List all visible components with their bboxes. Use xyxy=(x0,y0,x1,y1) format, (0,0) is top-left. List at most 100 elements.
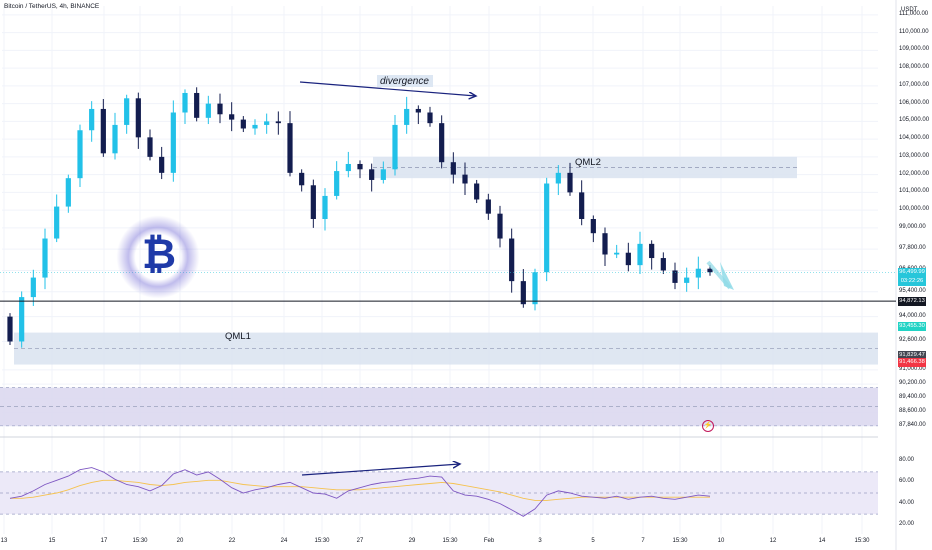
candle-body xyxy=(124,98,130,125)
alert-icon[interactable]: ⚡ xyxy=(702,420,714,432)
rsi-tick-label: 60.00 xyxy=(899,478,915,485)
price-label: 96,499.99 xyxy=(898,268,926,278)
rsi-tick-label: 20.00 xyxy=(899,520,915,527)
y-tick-label: 99,000.00 xyxy=(899,223,926,230)
y-tick-label: 89,400.00 xyxy=(899,394,926,401)
candle-body xyxy=(205,103,211,118)
candle-body xyxy=(567,172,573,193)
candle-body xyxy=(555,172,561,184)
candle-body xyxy=(89,108,95,131)
qml1-annotation: QML1 xyxy=(225,331,251,342)
y-tick-label: 95,400.00 xyxy=(899,287,926,294)
x-tick-label: 5 xyxy=(591,538,595,544)
candle-body xyxy=(182,92,188,113)
candle-body xyxy=(275,121,281,124)
y-tick-label: 100,000.00 xyxy=(899,206,930,213)
candle-body xyxy=(170,112,176,173)
rsi-tick-label: 80.00 xyxy=(899,457,915,464)
rsi-divergence-arrow xyxy=(301,464,460,476)
candles-layer xyxy=(7,87,713,348)
candle-body xyxy=(544,183,550,273)
y-tick-label: 91,000.00 xyxy=(899,365,926,372)
x-tick-label: 10 xyxy=(717,538,725,544)
candle-body xyxy=(310,185,316,219)
candle-body xyxy=(649,243,655,259)
y-tick-label: 108,000.00 xyxy=(899,64,930,71)
candle-body xyxy=(357,163,363,170)
y-tick-label: 104,000.00 xyxy=(899,135,930,142)
candle-body xyxy=(590,219,596,234)
y-tick-label: 90,200.00 xyxy=(899,380,926,387)
candle-body xyxy=(100,108,106,154)
candle-body xyxy=(30,277,36,298)
x-tick-label: 15:30 xyxy=(672,538,688,544)
x-tick-label: 13 xyxy=(0,538,8,544)
candle-body xyxy=(579,192,585,219)
divergence-annotation: divergence xyxy=(380,76,429,87)
price-countdown: 03:22:26 xyxy=(898,277,926,287)
candle-body xyxy=(532,272,538,305)
candle-body xyxy=(159,156,165,173)
candle-body xyxy=(450,162,456,175)
candle-body xyxy=(54,206,60,239)
y-tick-label: 103,000.00 xyxy=(899,152,930,159)
candle-body xyxy=(264,121,270,125)
x-tick-label: Feb xyxy=(483,538,495,544)
price-label: 91,466.38 xyxy=(898,357,926,367)
candle-body xyxy=(520,281,526,305)
candle-body xyxy=(497,213,503,239)
candle-body xyxy=(415,108,421,113)
x-tick-label: 15:30 xyxy=(132,538,148,544)
x-tick-label: 27 xyxy=(356,538,364,544)
qml2-annotation: QML2 xyxy=(575,157,601,168)
x-tick-label: 15:30 xyxy=(442,538,458,544)
symbol-title: Bitcoin / TetherUS, 4h, BINANCE xyxy=(4,3,100,10)
y-tick-label: 105,000.00 xyxy=(899,117,930,124)
candle-body xyxy=(7,316,13,342)
bitcoin-logo xyxy=(116,215,200,299)
y-tick-label: 88,600.00 xyxy=(899,408,926,415)
projection-arrow-shaft xyxy=(706,260,732,290)
x-tick-label: 12 xyxy=(769,538,777,544)
divergence-arrow xyxy=(299,81,476,96)
candle-body xyxy=(77,130,83,179)
candle-body xyxy=(194,92,200,118)
candle-body xyxy=(392,124,398,170)
x-tick-label: 3 xyxy=(538,538,542,544)
y-tick-label: 87,840.00 xyxy=(899,421,926,428)
candle-body xyxy=(439,123,445,163)
candle-body xyxy=(19,297,25,342)
y-tick-label: 97,800.00 xyxy=(899,245,926,252)
candle-body xyxy=(240,119,246,129)
candle-body xyxy=(509,238,515,282)
y-tick-label: 109,000.00 xyxy=(899,46,930,53)
rsi-tick-label: 40.00 xyxy=(899,499,915,506)
candle-body xyxy=(65,178,71,207)
candle-body xyxy=(684,277,690,283)
price-label: 91,829.47 xyxy=(898,351,926,361)
x-tick-label: 15:30 xyxy=(854,538,870,544)
candle-body xyxy=(112,124,118,154)
price-label: 94,872.13 xyxy=(898,297,926,307)
x-tick-label: 29 xyxy=(408,538,416,544)
price-label: 93,455.30 xyxy=(898,322,926,332)
candle-body xyxy=(602,233,608,255)
y-tick-label: 106,000.00 xyxy=(899,99,930,106)
candle-body xyxy=(427,112,433,124)
rsi-panel xyxy=(0,464,878,517)
x-tick-label: 15 xyxy=(48,538,56,544)
bitcoin-icon: ₿ xyxy=(141,229,177,278)
candle-body xyxy=(345,163,351,172)
candle-body xyxy=(229,114,235,120)
candle-body xyxy=(614,252,620,255)
candle-body xyxy=(147,137,153,157)
x-tick-label: 24 xyxy=(280,538,288,544)
candle-body xyxy=(707,268,713,273)
candle-body xyxy=(252,124,258,129)
candle-body xyxy=(672,270,678,283)
x-tick-label: 17 xyxy=(100,538,108,544)
y-tick-label: 111,000.00 xyxy=(899,10,929,17)
candle-body xyxy=(135,98,141,138)
candle-body xyxy=(369,169,375,180)
